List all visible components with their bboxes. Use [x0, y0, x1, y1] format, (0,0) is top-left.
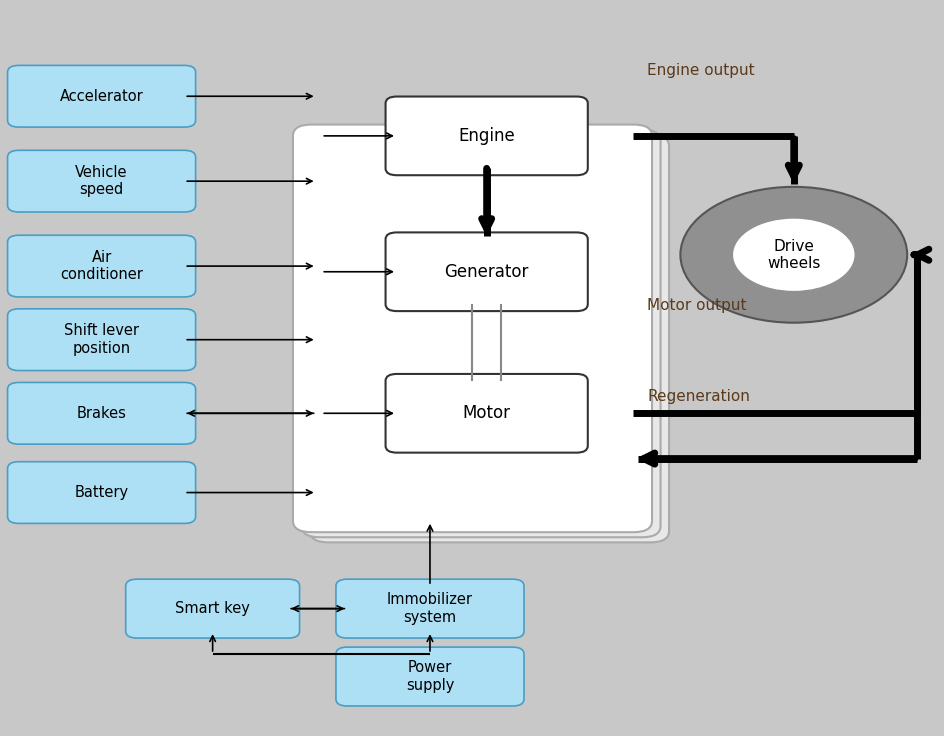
FancyBboxPatch shape — [310, 135, 668, 542]
FancyBboxPatch shape — [8, 150, 195, 212]
Text: Brakes: Brakes — [76, 406, 126, 421]
Text: Drive
wheels: Drive wheels — [767, 238, 819, 271]
FancyBboxPatch shape — [126, 579, 299, 638]
FancyBboxPatch shape — [336, 579, 523, 638]
Text: Shift lever
position: Shift lever position — [64, 324, 139, 356]
Text: Power
supply: Power supply — [405, 660, 454, 693]
Text: Generator: Generator — [444, 263, 529, 280]
FancyBboxPatch shape — [336, 647, 523, 706]
Text: Air
conditioner: Air conditioner — [60, 250, 143, 283]
FancyBboxPatch shape — [385, 96, 587, 175]
Text: Vehicle
speed: Vehicle speed — [76, 165, 127, 197]
Text: Motor output: Motor output — [647, 298, 746, 314]
Circle shape — [732, 218, 854, 291]
Text: Smart key: Smart key — [175, 601, 250, 616]
Text: Engine: Engine — [458, 127, 514, 145]
Text: Motor: Motor — [463, 404, 510, 422]
Text: Regeneration: Regeneration — [647, 389, 750, 404]
FancyBboxPatch shape — [8, 461, 195, 523]
Text: Battery: Battery — [75, 485, 128, 500]
FancyBboxPatch shape — [301, 130, 660, 537]
Text: Immobilizer
system: Immobilizer system — [386, 592, 473, 625]
Text: Accelerator: Accelerator — [59, 89, 143, 104]
FancyBboxPatch shape — [293, 124, 651, 532]
Circle shape — [680, 187, 906, 322]
FancyBboxPatch shape — [8, 236, 195, 297]
FancyBboxPatch shape — [385, 374, 587, 453]
Text: Engine output: Engine output — [647, 63, 754, 78]
FancyBboxPatch shape — [385, 233, 587, 311]
FancyBboxPatch shape — [8, 66, 195, 127]
FancyBboxPatch shape — [8, 383, 195, 444]
FancyBboxPatch shape — [8, 309, 195, 370]
